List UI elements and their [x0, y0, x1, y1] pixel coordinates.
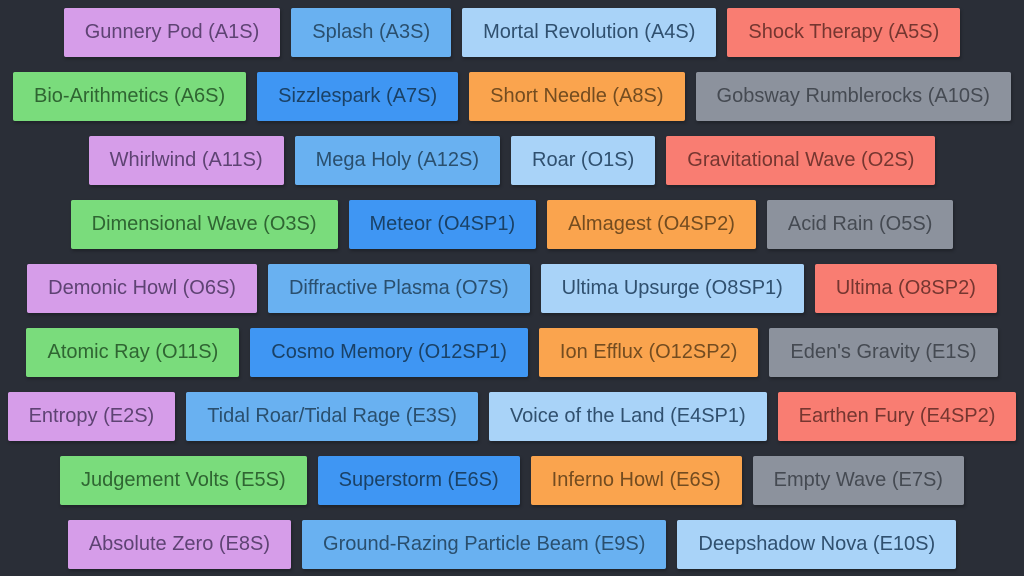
ability-button[interactable]: Whirlwind (A11S) [88, 135, 284, 185]
button-row: Entropy (E2S) Tidal Roar/Tidal Rage (E3S)… [7, 391, 1017, 441]
ability-button[interactable]: Ground-Razing Particle Beam (E9S) [302, 519, 667, 569]
ability-button[interactable]: Atomic Ray (O11S) [26, 327, 240, 377]
button-row: Bio-Arithmetics (A6S) Sizzlespark (A7S) Sh… [13, 71, 1011, 121]
ability-button[interactable]: Shock Therapy (A5S) [727, 7, 961, 57]
button-row: Gunnery Pod (A1S) Splash (A3S) Mortal Revo… [63, 7, 961, 57]
ability-button[interactable]: Diffractive Plasma (O7S) [267, 263, 530, 313]
button-row: Absolute Zero (E8S) Ground-Razing Particl… [67, 519, 957, 569]
button-row: Whirlwind (A11S) Mega Holy (A12S) Roar (O1… [88, 135, 936, 185]
ability-button[interactable]: Deepshadow Nova (E10S) [677, 519, 957, 569]
ability-button[interactable]: Acid Rain (O5S) [766, 199, 954, 249]
ability-button[interactable]: Mega Holy (A12S) [294, 135, 501, 185]
ability-button[interactable]: Absolute Zero (E8S) [67, 519, 292, 569]
button-row: Judgement Volts (E5S) Superstorm (E6S) Inf… [60, 455, 964, 505]
ability-button[interactable]: Splash (A3S) [291, 7, 452, 57]
ability-button[interactable]: Gunnery Pod (A1S) [63, 7, 281, 57]
ability-button[interactable]: Dimensional Wave (O3S) [70, 199, 338, 249]
ability-button[interactable]: Judgement Volts (E5S) [60, 455, 307, 505]
ability-button[interactable]: Superstorm (E6S) [317, 455, 520, 505]
ability-button[interactable]: Inferno Howl (E6S) [530, 455, 742, 505]
button-row: Dimensional Wave (O3S) Meteor (O4SP1) Alma… [70, 199, 954, 249]
ability-button[interactable]: Gravitational Wave (O2S) [666, 135, 936, 185]
ability-button[interactable]: Almagest (O4SP2) [547, 199, 756, 249]
button-row: Demonic Howl (O6S) Diffractive Plasma (O7… [27, 263, 997, 313]
ability-button[interactable]: Meteor (O4SP1) [348, 199, 537, 249]
ability-button[interactable]: Ultima Upsurge (O8SP1) [540, 263, 804, 313]
ability-button[interactable]: Entropy (E2S) [7, 391, 176, 441]
ability-button[interactable]: Tidal Roar/Tidal Rage (E3S) [186, 391, 478, 441]
ability-button[interactable]: Roar (O1S) [511, 135, 656, 185]
ability-button[interactable]: Empty Wave (E7S) [752, 455, 964, 505]
ability-button[interactable]: Ultima (O8SP2) [814, 263, 997, 313]
ability-button[interactable]: Ion Efflux (O12SP2) [538, 327, 759, 377]
ability-button[interactable]: Mortal Revolution (A4S) [462, 7, 717, 57]
ability-button[interactable]: Sizzlespark (A7S) [257, 71, 459, 121]
ability-button[interactable]: Short Needle (A8S) [469, 71, 685, 121]
ability-button[interactable]: Demonic Howl (O6S) [27, 263, 257, 313]
button-row: Atomic Ray (O11S) Cosmo Memory (O12SP1) Io… [26, 327, 998, 377]
ability-button[interactable]: Cosmo Memory (O12SP1) [250, 327, 528, 377]
ability-button[interactable]: Voice of the Land (E4SP1) [488, 391, 767, 441]
ability-button[interactable]: Earthen Fury (E4SP2) [777, 391, 1017, 441]
ability-button[interactable]: Eden's Gravity (E1S) [769, 327, 998, 377]
ability-button[interactable]: Gobsway Rumblerocks (A10S) [695, 71, 1011, 121]
ability-button[interactable]: Bio-Arithmetics (A6S) [13, 71, 247, 121]
